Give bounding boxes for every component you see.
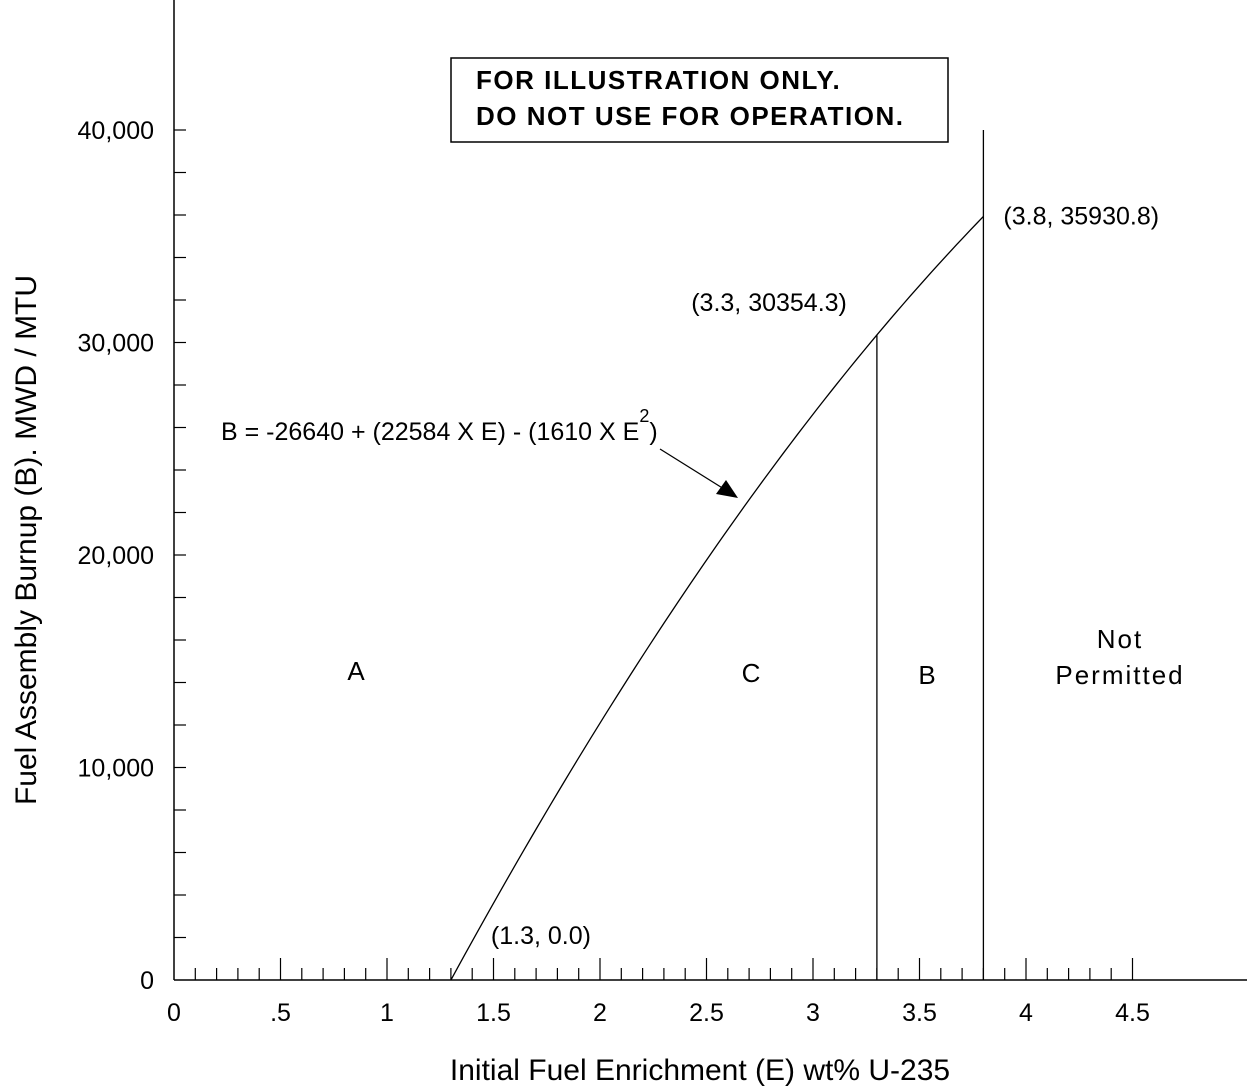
notice-frame xyxy=(450,57,949,143)
region-label-c: C xyxy=(742,658,763,688)
notice-line-2: DO NOT USE FOR OPERATION. xyxy=(476,101,904,131)
illustration-notice-box: FOR ILLUSTRATION ONLY. DO NOT USE FOR OP… xyxy=(450,57,949,143)
point-label-1: (1.3, 0.0) xyxy=(491,922,591,950)
x-tick-label: .5 xyxy=(270,999,291,1027)
equation-superscript: 2 xyxy=(639,406,649,426)
x-tick-label: 1.5 xyxy=(476,999,511,1027)
tick-labels: 0 .5 1 1.5 2 2.5 3 3.5 4 4.5 0 10,000 20,000 30,000 40… xyxy=(78,117,1150,1027)
region-label-not: Not xyxy=(1097,624,1143,654)
x-tick-label: 1 xyxy=(380,999,394,1027)
x-axis-title: Initial Fuel Enrichment (E) wt% U-235 xyxy=(450,1054,950,1087)
point-label-3: (3.8, 35930.8) xyxy=(1003,202,1159,230)
x-tick-label: 3 xyxy=(806,999,820,1027)
y-axis-title: Fuel Assembly Burnup (B). MWD / MTU xyxy=(10,275,43,805)
x-tick-label: 2 xyxy=(593,999,607,1027)
y-tick-label: 30,000 xyxy=(78,330,154,358)
x-tick-label: 4 xyxy=(1019,999,1033,1027)
y-tick-label: 10,000 xyxy=(78,755,154,783)
x-tick-label: 3.5 xyxy=(902,999,937,1027)
axes xyxy=(173,0,1247,981)
annotations: (1.3, 0.0) (3.3, 30354.3) (3.8, 35930.8) B … xyxy=(221,202,1184,950)
minor-ticks xyxy=(174,129,1134,980)
y-tick-label: 0 xyxy=(140,967,154,995)
point-label-2: (3.3, 30354.3) xyxy=(691,289,847,317)
series xyxy=(450,130,985,981)
notice-line-1: FOR ILLUSTRATION ONLY. xyxy=(476,65,841,95)
x-tick-label: 0 xyxy=(167,999,181,1027)
y-tick-label: 20,000 xyxy=(78,542,154,570)
region-label-b: B xyxy=(918,660,937,690)
burnup-limit-curve xyxy=(450,216,984,981)
equation-leader-line xyxy=(659,448,733,495)
equation-label: B = -26640 + (22584 X E) - (1610 X E2) xyxy=(221,406,658,446)
region-label-permitted: Permitted xyxy=(1055,660,1184,690)
x-tick-label: 2.5 xyxy=(689,999,724,1027)
equation-arrowhead xyxy=(716,480,738,498)
y-tick-label: 40,000 xyxy=(78,117,154,145)
region-label-a: A xyxy=(347,656,366,686)
x-tick-label: 4.5 xyxy=(1115,999,1150,1027)
